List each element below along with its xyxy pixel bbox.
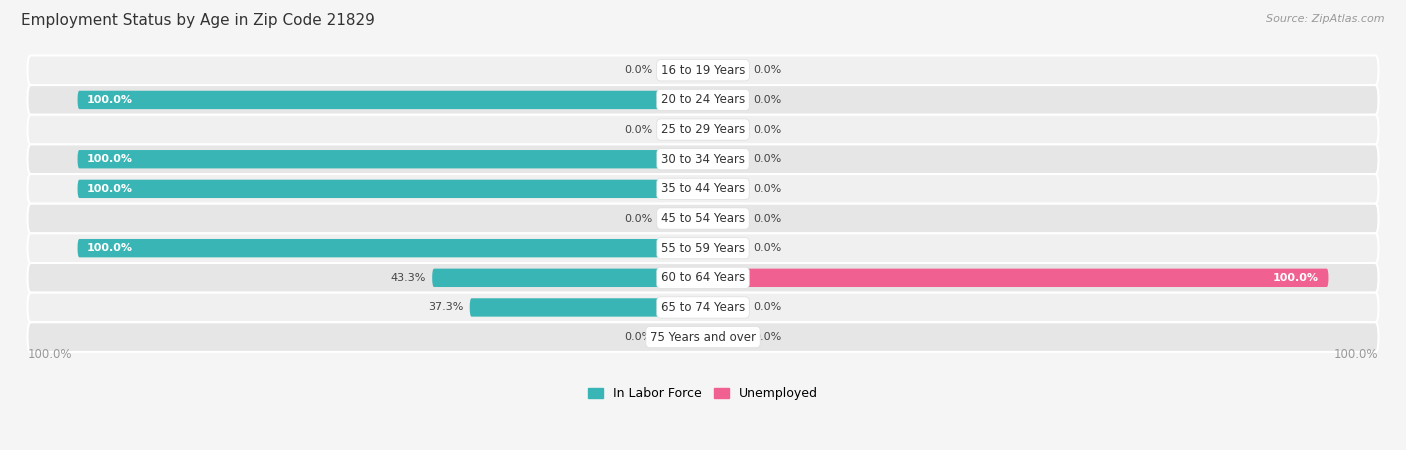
Text: 0.0%: 0.0% <box>754 95 782 105</box>
Text: 0.0%: 0.0% <box>754 184 782 194</box>
FancyBboxPatch shape <box>28 322 1378 352</box>
Text: 0.0%: 0.0% <box>754 243 782 253</box>
FancyBboxPatch shape <box>470 298 703 317</box>
Text: 0.0%: 0.0% <box>624 213 652 224</box>
Text: 100.0%: 100.0% <box>87 154 134 164</box>
FancyBboxPatch shape <box>77 91 703 109</box>
FancyBboxPatch shape <box>28 115 1378 144</box>
Text: 0.0%: 0.0% <box>754 125 782 135</box>
Legend: In Labor Force, Unemployed: In Labor Force, Unemployed <box>583 382 823 405</box>
Text: 0.0%: 0.0% <box>754 302 782 312</box>
Text: 100.0%: 100.0% <box>87 95 134 105</box>
FancyBboxPatch shape <box>28 263 1378 293</box>
Text: 75 Years and over: 75 Years and over <box>650 331 756 344</box>
Text: 100.0%: 100.0% <box>1272 273 1319 283</box>
FancyBboxPatch shape <box>659 328 703 346</box>
Text: 65 to 74 Years: 65 to 74 Years <box>661 301 745 314</box>
Text: 55 to 59 Years: 55 to 59 Years <box>661 242 745 255</box>
FancyBboxPatch shape <box>703 298 747 317</box>
Text: 0.0%: 0.0% <box>624 65 652 75</box>
Text: 16 to 19 Years: 16 to 19 Years <box>661 64 745 77</box>
Text: 100.0%: 100.0% <box>28 348 72 361</box>
Text: 30 to 34 Years: 30 to 34 Years <box>661 153 745 166</box>
FancyBboxPatch shape <box>659 61 703 80</box>
FancyBboxPatch shape <box>703 239 747 257</box>
Text: 45 to 54 Years: 45 to 54 Years <box>661 212 745 225</box>
FancyBboxPatch shape <box>703 121 747 139</box>
FancyBboxPatch shape <box>703 209 747 228</box>
Text: Employment Status by Age in Zip Code 21829: Employment Status by Age in Zip Code 218… <box>21 14 375 28</box>
FancyBboxPatch shape <box>703 61 747 80</box>
FancyBboxPatch shape <box>77 150 703 168</box>
Text: 20 to 24 Years: 20 to 24 Years <box>661 94 745 106</box>
FancyBboxPatch shape <box>432 269 703 287</box>
FancyBboxPatch shape <box>77 239 703 257</box>
Text: 60 to 64 Years: 60 to 64 Years <box>661 271 745 284</box>
Text: 0.0%: 0.0% <box>754 213 782 224</box>
FancyBboxPatch shape <box>28 85 1378 115</box>
FancyBboxPatch shape <box>28 234 1378 263</box>
FancyBboxPatch shape <box>28 292 1378 322</box>
FancyBboxPatch shape <box>659 209 703 228</box>
Text: 100.0%: 100.0% <box>87 243 134 253</box>
FancyBboxPatch shape <box>703 269 1329 287</box>
Text: 0.0%: 0.0% <box>624 125 652 135</box>
Text: 25 to 29 Years: 25 to 29 Years <box>661 123 745 136</box>
FancyBboxPatch shape <box>703 150 747 168</box>
FancyBboxPatch shape <box>28 55 1378 85</box>
FancyBboxPatch shape <box>28 204 1378 234</box>
FancyBboxPatch shape <box>28 144 1378 174</box>
Text: 0.0%: 0.0% <box>754 65 782 75</box>
Text: 37.3%: 37.3% <box>427 302 464 312</box>
FancyBboxPatch shape <box>703 91 747 109</box>
Text: Source: ZipAtlas.com: Source: ZipAtlas.com <box>1267 14 1385 23</box>
Text: 100.0%: 100.0% <box>1334 348 1378 361</box>
Text: 35 to 44 Years: 35 to 44 Years <box>661 182 745 195</box>
FancyBboxPatch shape <box>77 180 703 198</box>
Text: 0.0%: 0.0% <box>624 332 652 342</box>
Text: 100.0%: 100.0% <box>87 184 134 194</box>
FancyBboxPatch shape <box>703 180 747 198</box>
FancyBboxPatch shape <box>28 174 1378 204</box>
Text: 0.0%: 0.0% <box>754 154 782 164</box>
FancyBboxPatch shape <box>659 121 703 139</box>
Text: 0.0%: 0.0% <box>754 332 782 342</box>
FancyBboxPatch shape <box>703 328 747 346</box>
Text: 43.3%: 43.3% <box>391 273 426 283</box>
